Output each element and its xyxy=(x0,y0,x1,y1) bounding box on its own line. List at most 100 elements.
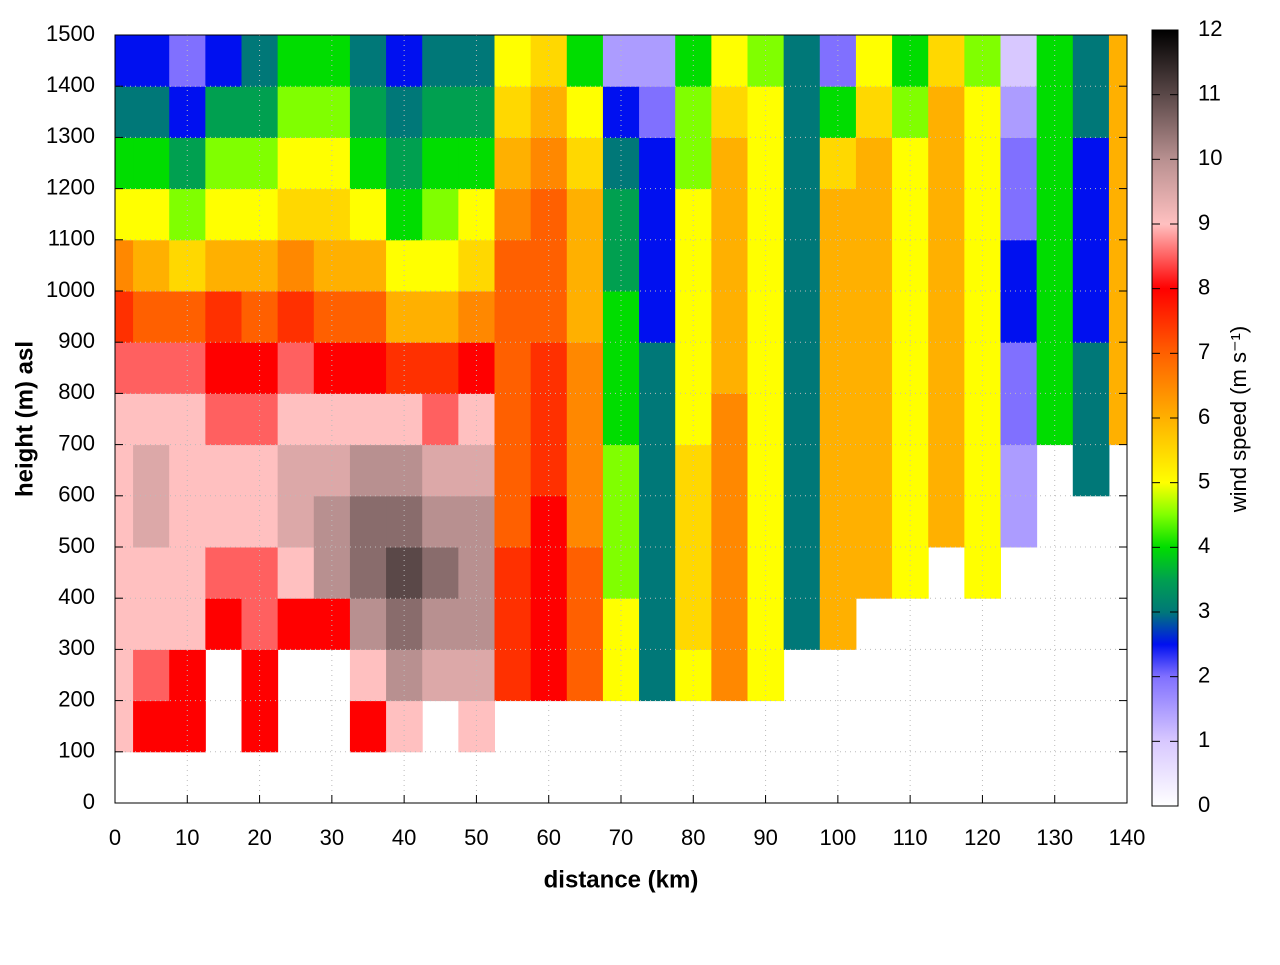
cell xyxy=(133,547,170,599)
x-tick-label: 0 xyxy=(109,825,121,850)
cell xyxy=(205,393,242,446)
y-tick-label: 300 xyxy=(58,635,95,660)
cell xyxy=(205,86,242,138)
x-tick-label: 140 xyxy=(1109,825,1146,850)
y-tick-label: 1100 xyxy=(48,226,95,251)
cell xyxy=(783,291,821,343)
cell xyxy=(1000,495,1038,548)
cell xyxy=(386,86,423,138)
cell xyxy=(747,188,785,241)
cell xyxy=(1108,239,1127,292)
cell xyxy=(892,188,929,241)
cell xyxy=(711,547,748,599)
cell xyxy=(277,444,315,497)
cell xyxy=(133,700,170,753)
cell xyxy=(711,393,748,446)
cell xyxy=(1072,86,1110,138)
cell xyxy=(458,188,495,241)
cell xyxy=(458,598,495,650)
cell xyxy=(313,598,351,650)
cell xyxy=(313,393,351,446)
cell xyxy=(133,495,170,548)
cell xyxy=(169,598,206,650)
cell xyxy=(494,342,532,394)
cell xyxy=(928,188,965,241)
x-tick-label: 80 xyxy=(681,825,705,850)
plot-frame xyxy=(114,34,1128,804)
cell xyxy=(747,342,785,394)
cell xyxy=(115,444,134,497)
cell xyxy=(494,393,532,446)
y-tick-label: 500 xyxy=(58,533,95,558)
cell xyxy=(1000,444,1038,497)
cell xyxy=(115,700,134,753)
x-tick-label: 110 xyxy=(893,825,928,850)
cell xyxy=(530,342,568,394)
cell xyxy=(1108,35,1127,87)
cell xyxy=(566,495,604,548)
cell xyxy=(747,598,785,650)
x-tick-label: 120 xyxy=(964,825,1001,850)
cell xyxy=(241,393,279,446)
cell xyxy=(675,342,712,394)
cell xyxy=(458,86,495,138)
y-tick-label: 0 xyxy=(83,789,95,814)
cell xyxy=(277,239,315,292)
cell xyxy=(277,137,315,190)
cell xyxy=(602,495,640,548)
cell xyxy=(711,239,748,292)
cell xyxy=(711,598,748,650)
colorbar-tick-label: 9 xyxy=(1198,210,1210,235)
cell xyxy=(711,35,748,87)
cell xyxy=(566,137,604,190)
cell xyxy=(928,495,965,548)
cell xyxy=(783,342,821,394)
cell xyxy=(747,393,785,446)
cell xyxy=(133,342,170,394)
cell xyxy=(892,342,929,394)
cell xyxy=(115,86,134,138)
cell xyxy=(566,444,604,497)
cell xyxy=(855,86,893,138)
cell xyxy=(855,495,893,548)
cell xyxy=(711,188,748,241)
cell xyxy=(1072,342,1110,394)
cell xyxy=(458,700,495,753)
cell xyxy=(313,86,351,138)
cell xyxy=(422,86,459,138)
cell xyxy=(422,598,459,650)
cell xyxy=(892,291,929,343)
cell xyxy=(494,444,532,497)
cell xyxy=(386,700,423,753)
cell xyxy=(349,598,387,650)
cell xyxy=(277,547,315,599)
colorbar-tick-label: 10 xyxy=(1198,145,1222,170)
cell xyxy=(422,495,459,548)
cell xyxy=(115,137,134,190)
cell xyxy=(241,342,279,394)
cell xyxy=(855,188,893,241)
cell xyxy=(566,342,604,394)
cell xyxy=(639,35,676,87)
cell xyxy=(1000,188,1038,241)
cell xyxy=(675,393,712,446)
cell xyxy=(133,35,170,87)
cell xyxy=(783,188,821,241)
cell xyxy=(386,188,423,241)
cell xyxy=(675,495,712,548)
cell xyxy=(639,342,676,394)
y-tick-label: 1000 xyxy=(46,277,95,302)
cell xyxy=(494,598,532,650)
cell xyxy=(819,495,857,548)
colorbar-tick-label: 12 xyxy=(1198,16,1222,41)
cell xyxy=(639,547,676,599)
cell xyxy=(855,342,893,394)
cell xyxy=(458,342,495,394)
cell xyxy=(530,393,568,446)
cell xyxy=(115,495,134,548)
x-tick-label: 30 xyxy=(320,825,344,850)
cell xyxy=(819,342,857,394)
cell xyxy=(602,598,640,650)
cell xyxy=(494,188,532,241)
heatmap xyxy=(115,35,1127,753)
